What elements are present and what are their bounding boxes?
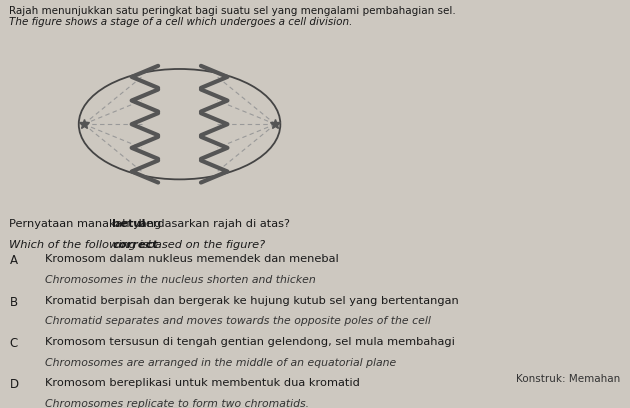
Text: Kromosom bereplikasi untuk membentuk dua kromatid: Kromosom bereplikasi untuk membentuk dua…: [45, 379, 360, 388]
Text: Chromosomes replicate to form two chromatids.: Chromosomes replicate to form two chroma…: [45, 399, 309, 408]
Text: Chromatid separates and moves towards the opposite poles of the cell: Chromatid separates and moves towards th…: [45, 316, 431, 326]
Text: based on the figure?: based on the figure?: [144, 240, 265, 251]
Text: betul: betul: [112, 219, 146, 229]
Text: D: D: [9, 379, 18, 391]
Text: A: A: [9, 254, 18, 267]
Text: B: B: [9, 296, 18, 309]
Text: berdasarkan rajah di atas?: berdasarkan rajah di atas?: [135, 219, 290, 229]
Text: correct: correct: [113, 240, 159, 251]
Text: Pernyataan manakah yang: Pernyataan manakah yang: [9, 219, 165, 229]
Ellipse shape: [79, 69, 280, 180]
Text: Chromosomes in the nucleus shorten and thicken: Chromosomes in the nucleus shorten and t…: [45, 275, 316, 285]
Text: Chromosomes are arranged in the middle of an equatorial plane: Chromosomes are arranged in the middle o…: [45, 357, 397, 368]
Text: Kromatid berpisah dan bergerak ke hujung kutub sel yang bertentangan: Kromatid berpisah dan bergerak ke hujung…: [45, 296, 459, 306]
Text: Kromosom tersusun di tengah gentian gelendong, sel mula membahagi: Kromosom tersusun di tengah gentian gele…: [45, 337, 455, 347]
Text: Rajah menunjukkan satu peringkat bagi suatu sel yang mengalami pembahagian sel.: Rajah menunjukkan satu peringkat bagi su…: [9, 6, 456, 16]
Text: Kromosom dalam nukleus memendek dan menebal: Kromosom dalam nukleus memendek dan mene…: [45, 254, 339, 264]
Text: Which of the following is: Which of the following is: [9, 240, 152, 251]
Text: Konstruk: Memahan: Konstruk: Memahan: [517, 375, 621, 384]
Text: C: C: [9, 337, 18, 350]
Text: The figure shows a stage of a cell which undergoes a cell division.: The figure shows a stage of a cell which…: [9, 17, 353, 27]
